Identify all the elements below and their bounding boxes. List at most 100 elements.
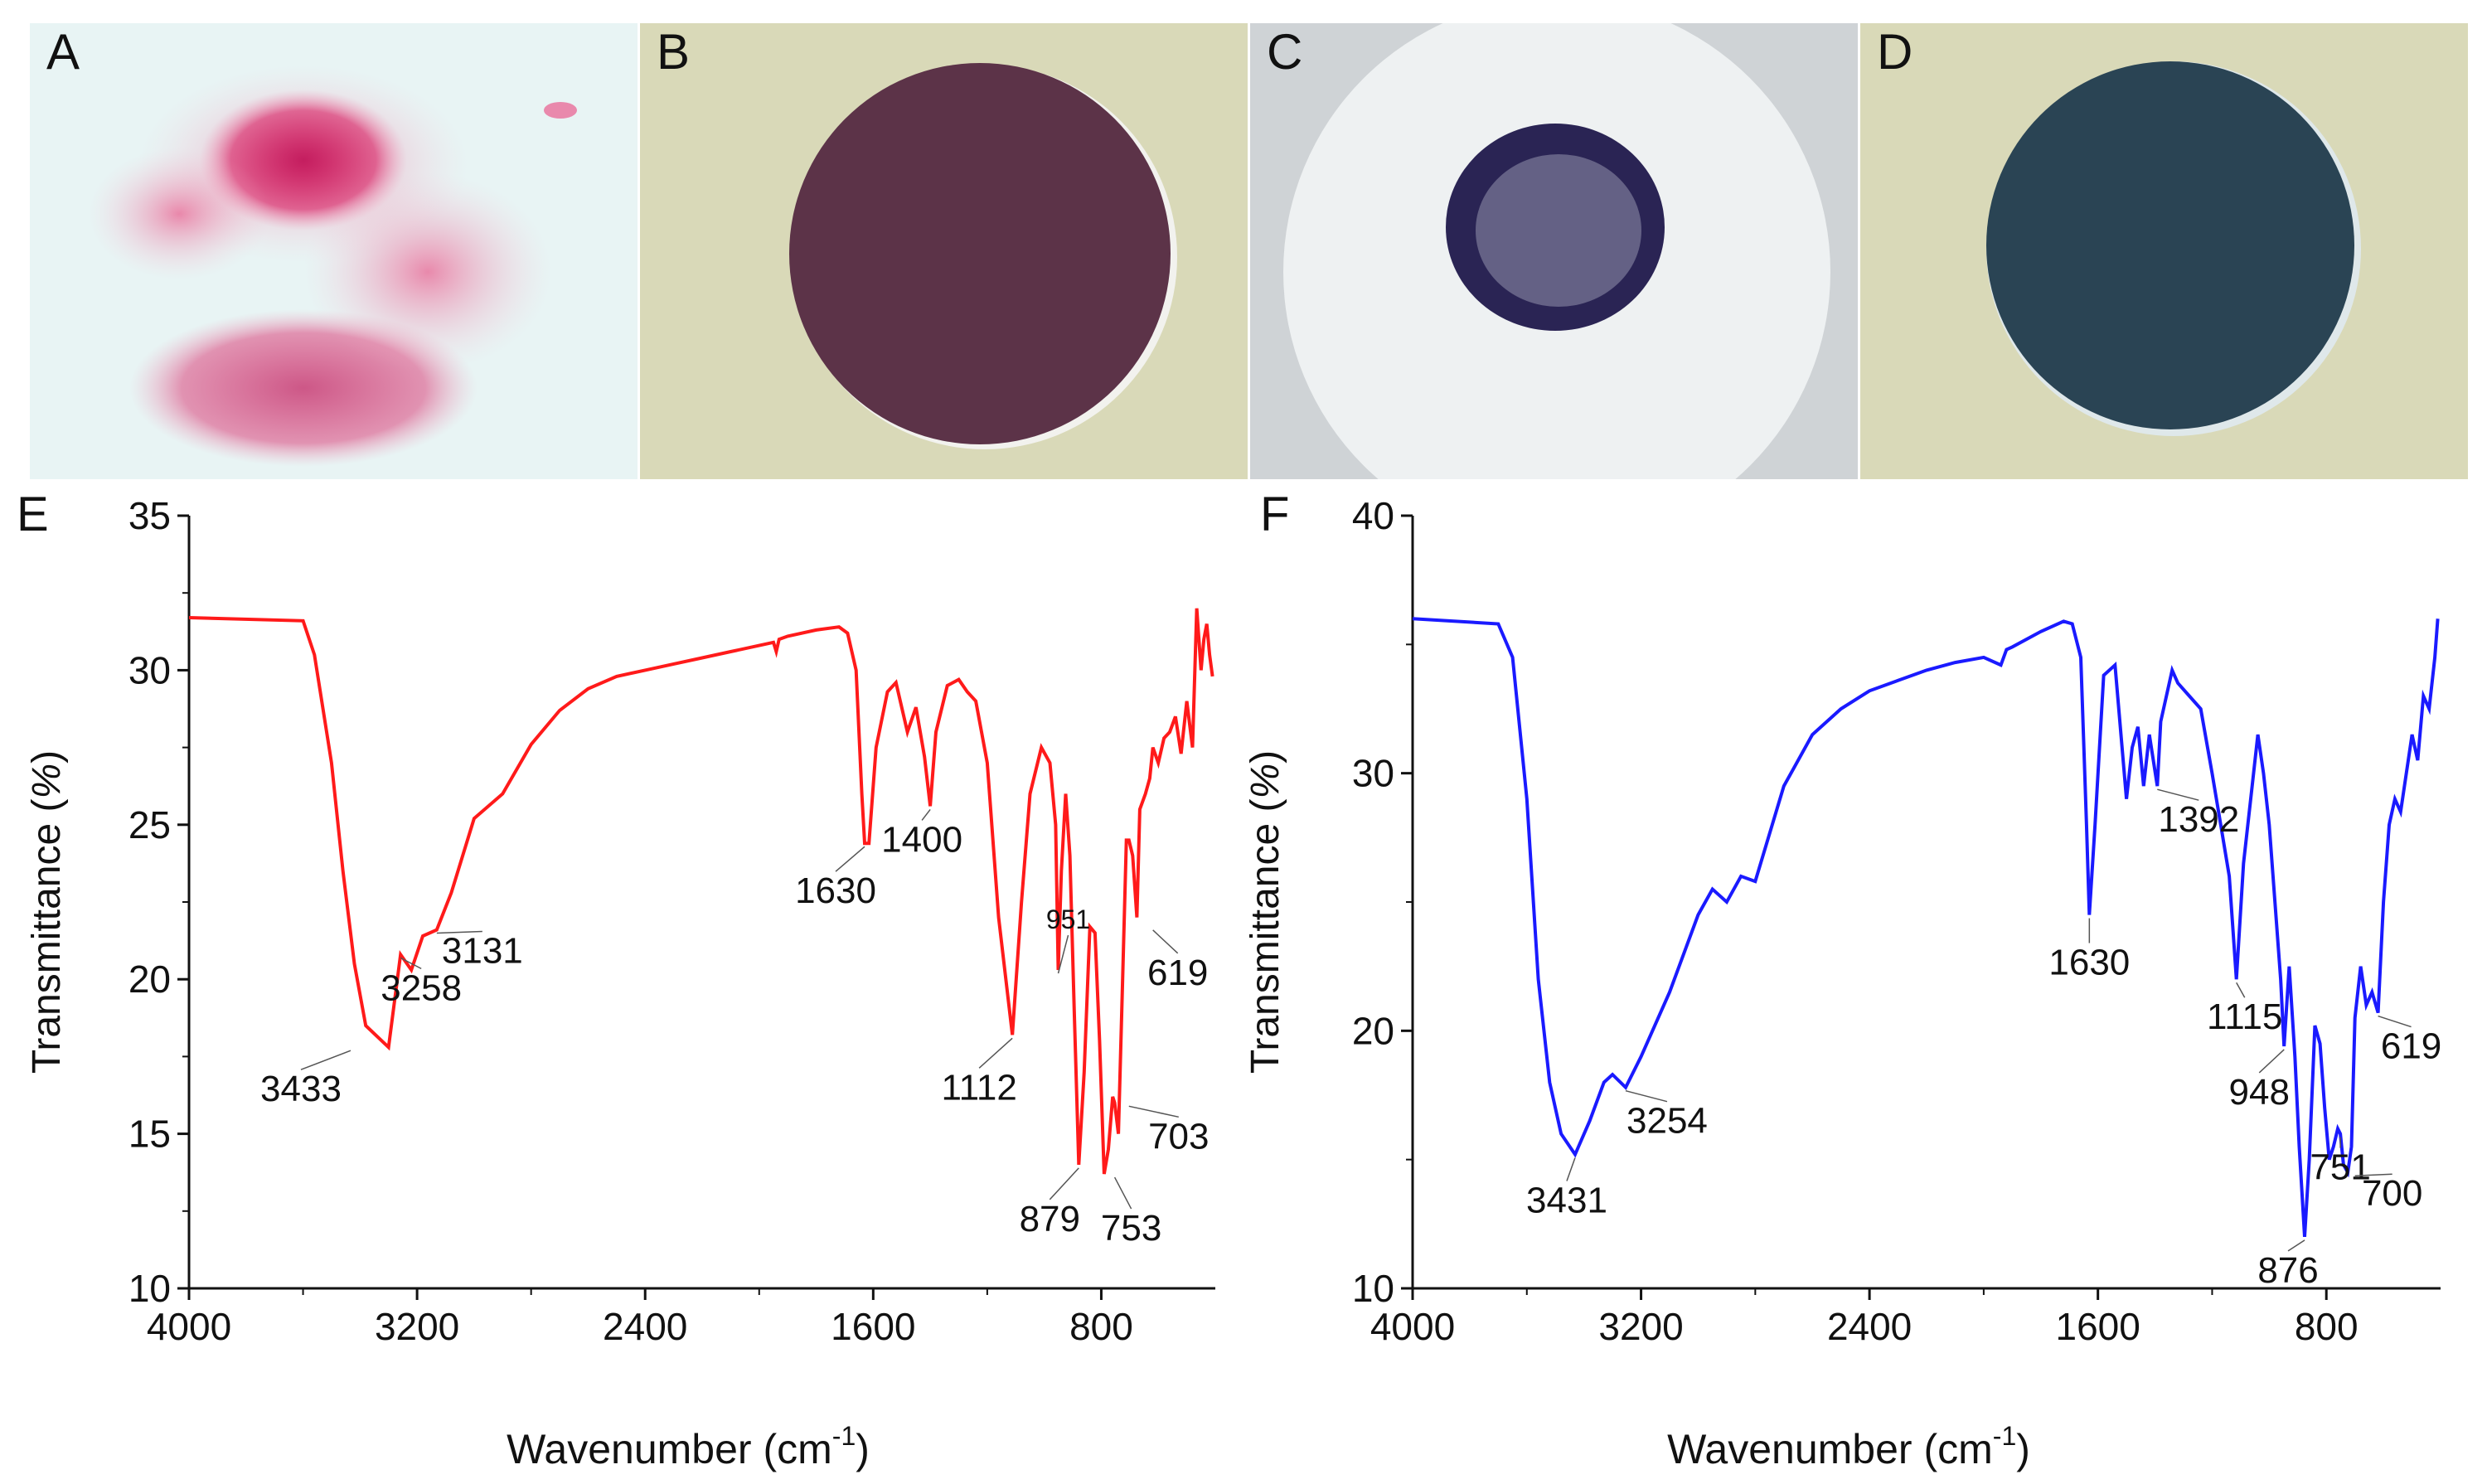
peak-annotation-1400: 1400 [881,808,962,860]
y-tick-label: 35 [128,494,171,537]
peak-annotation-3254: 3254 [1625,1089,1708,1142]
peak-label: 1115 [2207,997,2282,1037]
peak-label: 876 [2257,1250,2318,1291]
peak-annotation-3258: 3258 [381,957,462,1008]
peak-label: 700 [2362,1173,2422,1214]
chart-f-xlabel: Wavenumber (cm-1) [1667,1421,2030,1472]
x-tick-label: 800 [2295,1305,2359,1348]
x-tick-label: 800 [1069,1305,1133,1348]
peak-annotation-3433: 3433 [260,1050,351,1109]
peak-annotation-751: 751 [2310,1137,2371,1188]
peak-leader-line [1113,1176,1132,1210]
sample-c-filter-image [1283,23,1830,479]
peak-label: 3254 [1626,1101,1708,1142]
ftir-spectrum-e: E 10 15 20 25 30 35 4000 3200 2400 1600 800 3433 32… [17,489,1215,1472]
peak-leader-line [2287,1239,2305,1252]
peak-annotation-3431: 3431 [1526,1157,1607,1220]
peak-label: 619 [1147,953,1208,993]
y-tick-label: 10 [1352,1267,1394,1310]
y-tick-label: 20 [1352,1009,1394,1052]
chart-f-ticks: 10 20 30 40 4000 3200 2400 1600 800 [1352,494,2359,1348]
peak-annotation-879: 879 [1020,1167,1080,1239]
peak-leader-line [1625,1089,1668,1103]
x-tick-label: 2400 [1827,1305,1912,1348]
peak-label: 751 [2310,1147,2370,1188]
peak-annotation-619: 619 [1147,929,1208,993]
peak-leader-line [2258,1049,2285,1074]
x-tick-label: 4000 [1370,1305,1455,1348]
peak-leader-line [400,957,422,970]
peak-leader-line [978,1037,1013,1069]
peak-annotation-703: 703 [1128,1105,1210,1157]
peak-leader-line [2236,982,2246,998]
peak-label: 3431 [1526,1180,1607,1220]
y-tick-label: 30 [1352,752,1394,795]
panel-label-e: E [17,489,49,541]
panel-label-c: C [1267,24,1303,80]
peak-label: 753 [1101,1208,1161,1249]
peak-label: 1112 [941,1067,1016,1108]
peak-annotation-619: 619 [2378,1015,2441,1067]
chart-e-ylabel: Transmittance (%) [25,750,69,1074]
peak-label: 3433 [260,1069,342,1109]
peak-annotation-1115: 1115 [2207,982,2282,1037]
chart-f-ylabel: Transmittance (%) [1244,750,1287,1074]
peak-label: 3131 [442,931,523,972]
peak-leader-line [835,846,865,872]
chart-e-ticks: 10 15 20 25 30 35 4000 3200 2400 1600 800 [128,494,1133,1348]
sample-b-disc-image [789,63,1177,449]
peak-annotation-700: 700 [2354,1173,2422,1214]
peak-leader-line [436,930,482,934]
peak-leader-line [1128,1105,1179,1118]
photo-panel-b: B [640,23,1248,479]
peak-label: 619 [2381,1026,2441,1067]
peak-annotation-753: 753 [1101,1176,1161,1249]
panel-label-d: D [1877,24,1913,80]
peak-leader-line [2354,1173,2392,1176]
peak-leader-line [2378,1015,2412,1028]
peak-leader-line [1049,1167,1079,1200]
chart-e-spectrum-line [188,608,1214,1175]
panel-label-b: B [657,24,691,80]
peak-leader-line [300,1050,351,1070]
panel-label-a: A [46,24,80,80]
y-tick-label: 30 [128,648,171,691]
peak-leader-line [1057,934,1069,974]
peak-annotation-3131: 3131 [436,930,523,972]
ftir-spectrum-f: F 10 20 30 40 4000 3200 2400 1600 800 3431 3254 16… [1244,489,2441,1472]
peak-annotation-1112: 1112 [941,1037,1017,1108]
peak-label: 1392 [2158,799,2239,840]
x-tick-label: 3200 [1598,1305,1683,1348]
chart-f-spectrum-line [1412,617,2440,1238]
chart-e-xlabel: Wavenumber (cm-1) [507,1421,870,1472]
x-tick-label: 3200 [375,1305,459,1348]
peak-leader-line [1566,1157,1576,1181]
peak-label: 948 [2229,1072,2290,1113]
peak-leader-line [1152,929,1179,954]
sample-a-powder-image [88,65,577,467]
peak-annotation-1630: 1630 [795,846,876,911]
photo-panel-d: D [1860,23,2468,479]
peak-label: 1400 [881,819,962,860]
peak-leader-line [2157,788,2199,801]
x-tick-label: 1600 [2055,1305,2140,1348]
y-tick-label: 25 [128,803,171,846]
peak-label: 1630 [2048,943,2130,983]
peak-label: 879 [1020,1199,1080,1239]
chart-f-axes [1411,516,2441,1290]
peak-annotation-1630: 1630 [2048,918,2130,983]
y-tick-label: 10 [128,1267,171,1310]
x-tick-label: 1600 [831,1305,915,1348]
x-tick-label: 4000 [147,1305,231,1348]
x-tick-label: 2400 [603,1305,687,1348]
peak-leader-line [921,808,931,821]
peak-label: 951 [1046,904,1090,934]
y-tick-label: 15 [128,1113,171,1156]
y-tick-label: 20 [128,958,171,1001]
photo-panel-a: A [30,23,638,479]
peak-annotation-951: 951 [1046,904,1090,974]
photo-panel-c: C [1250,23,1858,479]
peak-annotation-948: 948 [2229,1049,2290,1113]
peak-label: 1630 [795,871,876,911]
